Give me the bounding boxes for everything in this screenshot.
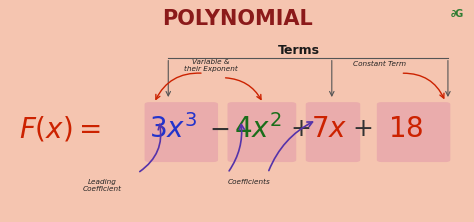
- Text: $3x^3$: $3x^3$: [149, 114, 197, 144]
- FancyBboxPatch shape: [377, 102, 450, 162]
- FancyBboxPatch shape: [228, 102, 296, 162]
- FancyBboxPatch shape: [145, 102, 218, 162]
- Text: $+$: $+$: [352, 117, 372, 141]
- Text: Leading
Coefficient: Leading Coefficient: [82, 179, 121, 192]
- Text: Constant Term: Constant Term: [353, 61, 406, 67]
- FancyBboxPatch shape: [306, 102, 360, 162]
- Text: POLYNOMIAL: POLYNOMIAL: [162, 9, 312, 29]
- Text: $F(x)=$: $F(x)=$: [19, 114, 101, 143]
- Text: $4x^2$: $4x^2$: [234, 114, 281, 144]
- Text: Coefficients: Coefficients: [228, 179, 270, 185]
- Text: $7x$: $7x$: [311, 115, 347, 143]
- Text: Terms: Terms: [278, 44, 319, 57]
- Text: ∂G: ∂G: [451, 9, 464, 19]
- Text: $-$: $-$: [210, 117, 229, 141]
- Text: $18$: $18$: [388, 115, 423, 143]
- Text: Variable &
their Exponent: Variable & their Exponent: [184, 59, 238, 72]
- Text: $+$: $+$: [290, 117, 310, 141]
